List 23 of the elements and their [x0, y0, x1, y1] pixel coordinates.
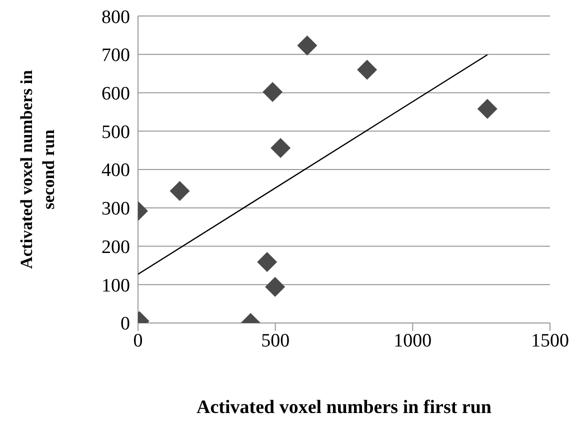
point — [170, 180, 190, 201]
y-tick-label: 100 — [102, 275, 130, 296]
y-tick-label: 300 — [102, 198, 130, 220]
y-tick-label: 700 — [102, 45, 130, 66]
y-tick-label: 0 — [120, 314, 130, 335]
x-tick-label: 0 — [133, 330, 143, 352]
y-tick-label: 200 — [102, 236, 130, 258]
y-tick-label: 500 — [102, 122, 130, 143]
y-tick-label: 800 — [102, 6, 130, 28]
y-tick-label: 400 — [102, 160, 130, 182]
point — [297, 36, 318, 56]
y-tick-label: 600 — [102, 83, 130, 104]
point — [257, 252, 278, 272]
x-tick-label: 500 — [261, 330, 290, 352]
x-tick-label: 1500 — [531, 330, 569, 352]
point — [265, 276, 286, 297]
x-tick-label: 1000 — [394, 330, 432, 352]
x-axis-title: Activated voxel numbers in first run — [196, 397, 492, 418]
y-axis-title: Activated voxel numbers in second run — [17, 70, 58, 269]
point — [270, 138, 291, 158]
point — [262, 82, 283, 102]
point — [477, 98, 498, 119]
point — [357, 60, 378, 80]
